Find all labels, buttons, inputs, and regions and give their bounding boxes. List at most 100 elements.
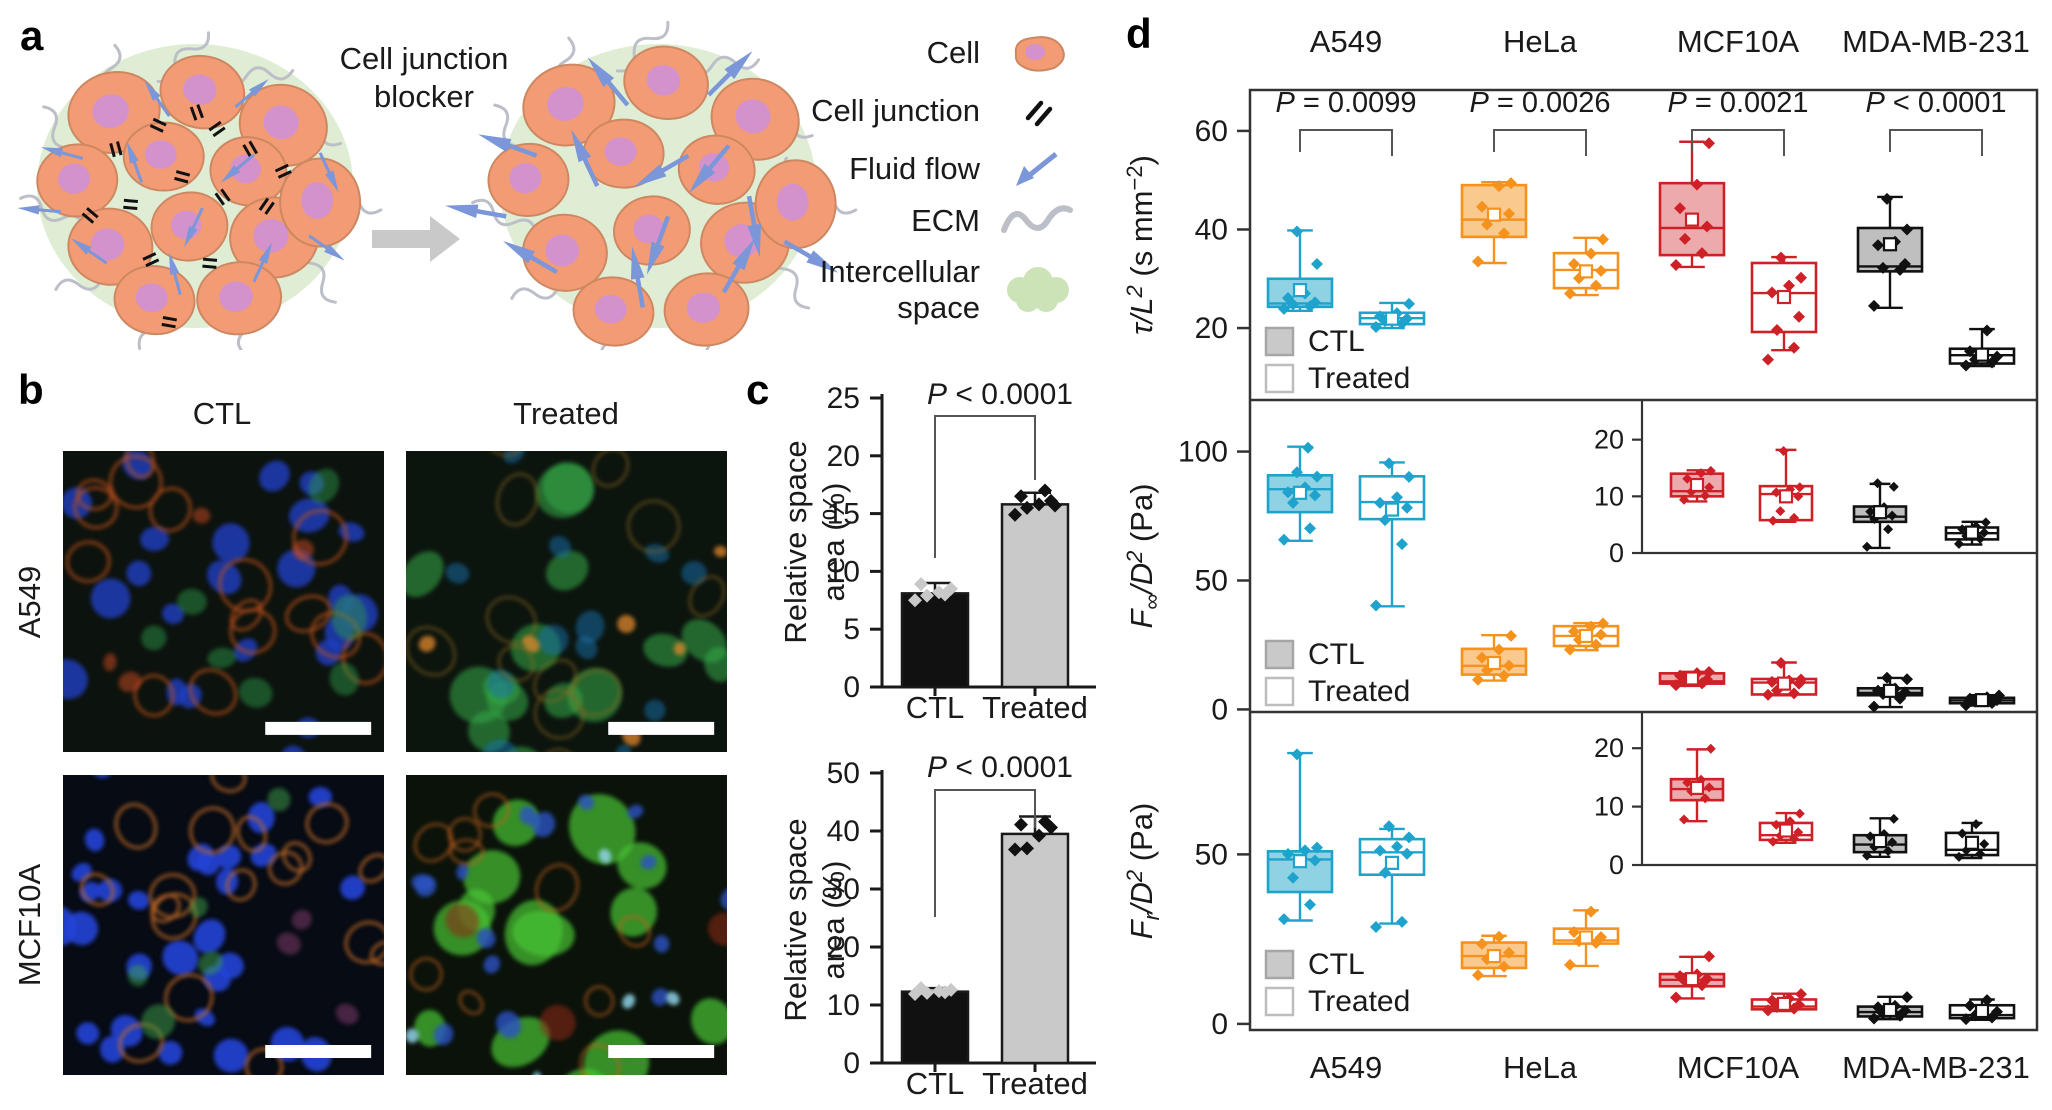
- box: [1856, 671, 1924, 713]
- fluid-flow-arrowhead: [71, 238, 92, 255]
- ctl-treated-legend: CTL Treated: [1264, 325, 1410, 395]
- cell-junction-mark: [142, 252, 160, 268]
- data-point: [914, 577, 928, 592]
- cell-blob: [622, 994, 636, 1009]
- data-point: [1775, 251, 1787, 264]
- data-point: [1704, 782, 1715, 793]
- data-point: [1771, 819, 1782, 830]
- cell-blob: [578, 794, 595, 810]
- cell-blob: [193, 919, 226, 954]
- legend-swatch-ctl: [1264, 326, 1295, 357]
- mean-marker: [1689, 780, 1705, 796]
- cell: [613, 195, 691, 266]
- cell-blob-layer: [276, 909, 359, 1025]
- cell: [623, 45, 709, 120]
- cell-blob: [653, 935, 670, 953]
- data-point: [914, 981, 928, 996]
- cell-nucleus: [509, 163, 542, 194]
- data-point: [1503, 207, 1515, 220]
- cell-blob: [651, 988, 669, 1006]
- membrane-ring: [148, 873, 197, 919]
- panel-a-schematic: [17, 20, 858, 350]
- data-point: [1991, 350, 2003, 363]
- p-value-label: P < 0.0001: [927, 378, 1073, 411]
- data-point: [938, 985, 952, 1000]
- data-point: [1888, 813, 1899, 824]
- data-point: [1282, 486, 1294, 499]
- cell-blob-layer: [127, 787, 291, 1040]
- data-point: [1795, 988, 1807, 1001]
- data-point: [1311, 470, 1323, 483]
- cell: [279, 157, 362, 248]
- data-point: [1762, 353, 1774, 366]
- cell-nucleus: [219, 281, 253, 312]
- cell-blob: [617, 614, 636, 634]
- ecm-squiggle-icon: [996, 198, 1080, 244]
- membrane-ring: [486, 451, 525, 457]
- cell-blob-layer: [445, 903, 727, 1041]
- micrograph-a549-ctl: [63, 451, 384, 752]
- cell-line-x-label: MCF10A: [1677, 1050, 1800, 1085]
- cell-junction-mark: [202, 257, 218, 269]
- membrane-ring: [409, 957, 443, 992]
- box: [1658, 950, 1726, 1004]
- data-point: [1960, 359, 1972, 372]
- data-point: [1868, 1012, 1880, 1025]
- cell-blob-layer: [406, 462, 727, 752]
- data-point: [1311, 841, 1323, 854]
- cell-line-header: MDA-MB-231: [1842, 24, 2030, 59]
- inset-y-tick-label: 20: [1594, 733, 1624, 763]
- membrane-ring: [133, 674, 175, 717]
- data-point: [1682, 777, 1693, 788]
- cell-blob-layer: [411, 794, 727, 1046]
- cell-blob: [614, 744, 632, 752]
- mean-marker: [1384, 311, 1400, 326]
- data-point: [908, 593, 922, 608]
- data-point: [1981, 994, 1993, 1007]
- cell-blob: [542, 462, 595, 514]
- data-point: [1964, 345, 1976, 358]
- cell-blob: [549, 535, 572, 558]
- data-point: [1498, 960, 1510, 973]
- legend-item-intercellular-space: Intercellular space: [700, 254, 1080, 326]
- data-point: [1568, 926, 1580, 939]
- cell-blob: [483, 955, 501, 974]
- cell-blob: [504, 899, 563, 966]
- data-point: [1980, 517, 1991, 528]
- data-point: [1568, 625, 1580, 638]
- data-point: [1993, 689, 2005, 702]
- box: [1750, 988, 1818, 1017]
- legend-label-intercellular-space: Intercellular space: [819, 254, 980, 325]
- fluid-flow-arrowhead: [220, 165, 241, 183]
- cell-blob: [673, 642, 686, 656]
- mean-marker: [1974, 1003, 1990, 1019]
- panel-b-rowlabel-a549: A549: [12, 565, 47, 638]
- cell-nucleus: [604, 137, 637, 166]
- data-point: [1899, 1004, 1911, 1017]
- data-point: [1595, 264, 1607, 277]
- data-point: [1979, 527, 1990, 538]
- y-tick-label: 50: [1195, 564, 1228, 597]
- data-point: [1679, 494, 1689, 505]
- cell-blob: [247, 801, 275, 834]
- cell: [36, 143, 119, 218]
- data-point: [1700, 490, 1711, 501]
- mean-marker: [1578, 264, 1594, 279]
- ctl-treated-legend: CTL Treated: [1264, 638, 1410, 708]
- box: [1669, 743, 1725, 825]
- box: [1552, 905, 1620, 971]
- data-point: [1595, 628, 1607, 641]
- data-point: [1793, 998, 1805, 1011]
- cell-blob: [575, 610, 605, 644]
- box: [1460, 930, 1528, 982]
- inset-y-tick-label: 0: [1609, 538, 1624, 568]
- data-point: [1564, 643, 1576, 656]
- box: [1852, 813, 1908, 861]
- data-point: [1403, 831, 1415, 844]
- data-point: [1309, 489, 1321, 502]
- significance-bracket: [1493, 129, 1587, 156]
- cell-blob: [496, 1011, 522, 1039]
- data-point: [1862, 850, 1872, 861]
- mean-marker: [1776, 676, 1792, 691]
- legend-swatch-ctl: [1264, 949, 1295, 980]
